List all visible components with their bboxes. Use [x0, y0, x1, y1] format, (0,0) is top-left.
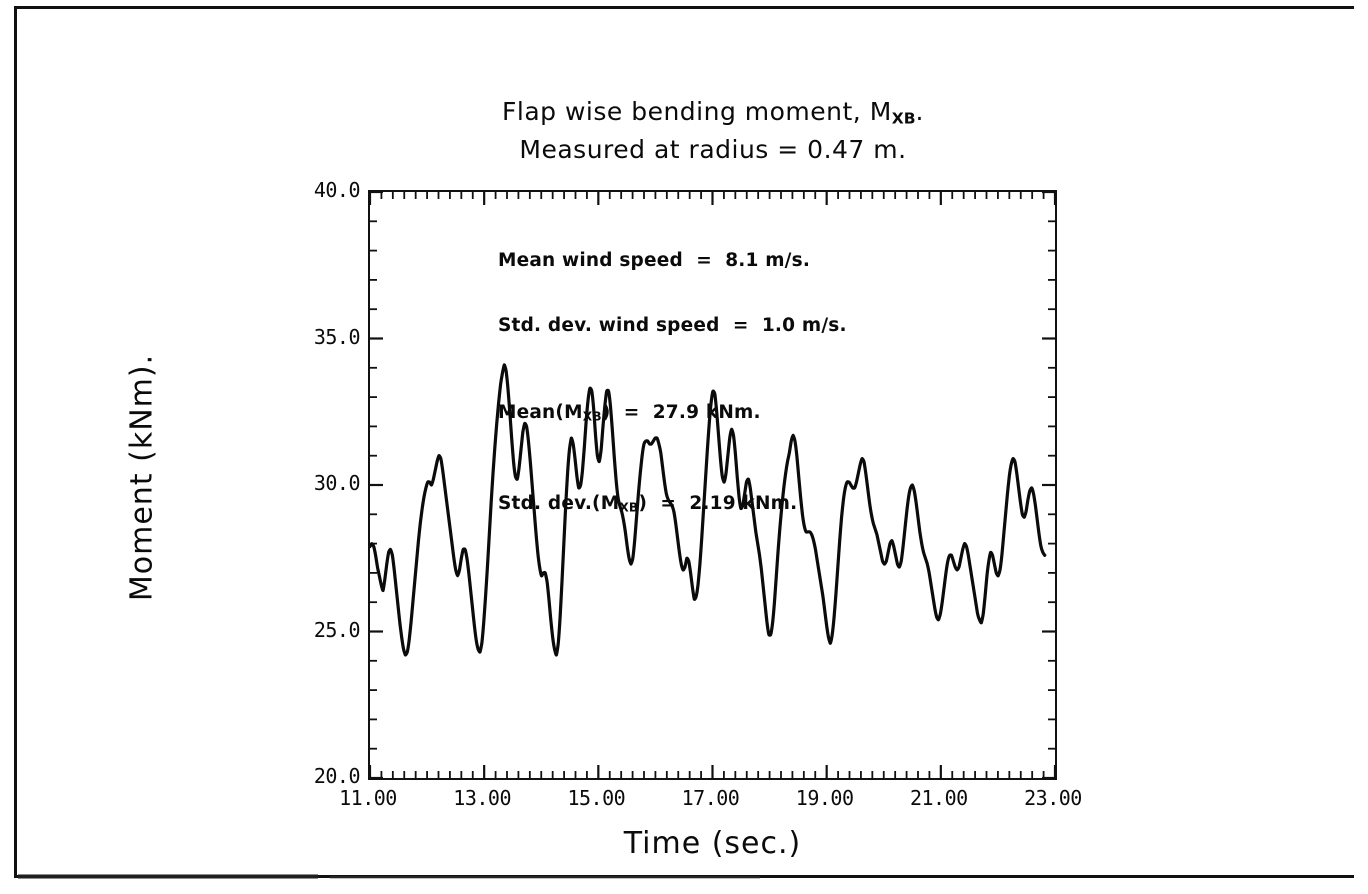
statistics-annotation-block: Mean wind speed = 8.1 m/s. Std. dev. win… — [498, 207, 847, 562]
annotation-std-moment-post: ) = 2.19 kNm. — [638, 493, 798, 515]
moment-time-series-line — [370, 363, 1047, 657]
annotation-mean-moment: Mean(MXB) = 27.9 kNm. — [498, 401, 847, 428]
x-axis-tick-label: 23.00 — [1024, 786, 1082, 810]
x-axis-tick-labels: 11.00 13.00 15.00 17.00 19.00 21.00 23.00 — [0, 786, 1368, 820]
x-axis-tick-label: 17.00 — [681, 786, 740, 810]
chart-title-subscript: XB — [891, 109, 916, 128]
y-axis-tick-labels: 20.0 25.0 30.0 35.0 40.0 — [268, 0, 361, 894]
axis-ticks — [370, 192, 1055, 778]
annotation-mean-wind-speed: Mean wind speed = 8.1 m/s. — [498, 250, 811, 271]
x-axis-tick-label: 21.00 — [909, 786, 968, 810]
x-axis-tick-label: 19.00 — [795, 786, 854, 810]
chart-title-line-1: Flap wise bending moment, MXB. — [368, 96, 1058, 134]
annotation-std-moment: Std. dev.(MXB) = 2.19 kNm. — [498, 492, 847, 519]
annotation-mean-moment-subscript: XB — [582, 409, 602, 424]
annotation-std-moment-subscript: XB — [619, 500, 639, 515]
scan-artifact — [18, 874, 318, 879]
x-axis-tick-label: 15.00 — [567, 786, 626, 810]
page-border — [14, 6, 1354, 878]
chart-title-line-2: Measured at radius = 0.47 m. — [519, 135, 907, 165]
chart-title-line-1-suffix: . — [915, 97, 924, 126]
y-axis-tick-label: 35.0 — [313, 324, 361, 349]
y-axis-title: Moment (kNm). — [124, 353, 160, 602]
plot-area — [368, 190, 1057, 780]
annotation-std-moment-pre: Std. dev.(M — [498, 493, 620, 515]
y-axis-tick-label: 20.0 — [313, 764, 361, 788]
x-axis-tick-label: 11.00 — [339, 786, 397, 810]
y-axis-tick-label: 40.0 — [313, 178, 361, 202]
data-series-line-chart — [370, 192, 1055, 778]
annotation-std-wind-speed: Std. dev. wind speed = 1.0 m/s. — [498, 315, 847, 336]
chart-title-line-1-text: Flap wise bending moment, M — [502, 97, 892, 126]
annotation-mean-moment-post: ) = 27.9 kNm. — [601, 402, 761, 423]
y-axis-tick-label: 30.0 — [313, 471, 361, 495]
x-axis-title: Time (sec.) — [623, 826, 802, 861]
chart-title: Flap wise bending moment, MXB. Measured … — [368, 96, 1058, 165]
scan-artifact-secondary — [330, 876, 760, 879]
annotation-mean-moment-pre: Mean(M — [498, 402, 583, 423]
y-axis-tick-label: 25.0 — [313, 617, 361, 642]
x-axis-tick-label: 13.00 — [453, 786, 512, 810]
